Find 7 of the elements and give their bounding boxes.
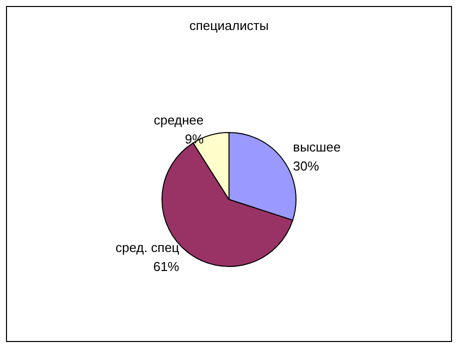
slice-label: среднее	[154, 112, 204, 128]
slice-label: высшее	[293, 140, 341, 155]
slice-label: сред. спец	[116, 240, 180, 256]
chart-title: специалисты	[189, 18, 269, 33]
data-label: 9%	[184, 131, 204, 146]
data-label: 61%	[153, 259, 180, 274]
data-label: 30%	[293, 158, 320, 174]
